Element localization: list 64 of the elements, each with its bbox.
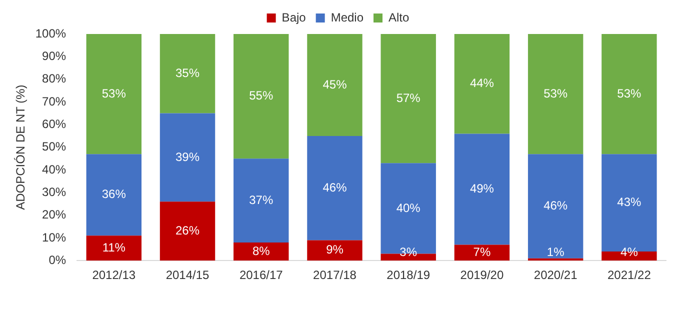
data-label: 53% <box>102 86 126 100</box>
data-label: 53% <box>617 86 642 100</box>
bar <box>234 158 289 242</box>
data-label: 40% <box>396 200 421 215</box>
data-label: 44% <box>470 76 494 90</box>
x-tick-label: 2018/19 <box>386 268 430 282</box>
bar <box>454 34 510 134</box>
bar <box>234 242 289 261</box>
bar <box>234 34 289 159</box>
data-label: 1% <box>546 244 565 259</box>
bar <box>160 113 216 202</box>
bar <box>307 136 362 240</box>
data-label: 11% <box>102 240 126 254</box>
data-label: 53% <box>544 86 568 100</box>
x-tick-label: 2014/15 <box>166 268 210 282</box>
y-tick-label: 10% <box>42 230 66 244</box>
x-tick-label: 2020/21 <box>534 268 578 282</box>
bar <box>86 154 142 236</box>
y-tick-label: 0% <box>48 252 66 267</box>
x-tick-label: 2016/17 <box>239 268 284 282</box>
legend-label: Alto <box>388 10 410 24</box>
y-tick-label: 90% <box>42 48 66 63</box>
y-tick-label: 50% <box>42 140 66 154</box>
bar <box>307 34 362 136</box>
data-label: 55% <box>249 88 274 103</box>
data-label: 36% <box>102 187 126 202</box>
data-label: 39% <box>175 150 200 164</box>
x-tick-label: 2017/18 <box>313 268 357 282</box>
legend-label: Medio <box>330 10 364 24</box>
bar <box>454 134 510 245</box>
bar <box>160 34 216 114</box>
x-tick-label: 2021/22 <box>608 268 652 282</box>
y-axis-title: ADOPCIÓN DE NT (%) <box>14 84 28 210</box>
data-label: 46% <box>544 198 568 213</box>
data-label: 26% <box>175 223 200 238</box>
x-tick-label: 2019/20 <box>460 268 504 282</box>
data-label: 49% <box>470 182 494 196</box>
data-label: 57% <box>396 90 421 105</box>
legend-label: Bajo <box>282 10 306 24</box>
data-label: 46% <box>322 180 348 194</box>
bar <box>86 34 142 154</box>
data-label: 45% <box>322 77 348 92</box>
y-tick-label: 60% <box>42 116 66 131</box>
bar <box>528 34 584 154</box>
y-tick-label: 80% <box>42 72 66 86</box>
y-tick-label: 40% <box>42 162 66 176</box>
y-tick-label: 100% <box>35 26 66 40</box>
bar <box>160 202 216 261</box>
x-tick-label: 2012/13 <box>92 268 136 282</box>
data-label: 9% <box>326 242 344 257</box>
bar <box>307 240 362 261</box>
data-label: 37% <box>249 192 274 207</box>
data-label: 8% <box>252 244 270 258</box>
y-tick-label: 70% <box>42 94 66 108</box>
bar <box>380 34 436 164</box>
data-label: 43% <box>617 195 642 210</box>
bar <box>602 34 657 154</box>
y-tick-label: 20% <box>42 208 66 222</box>
data-label: 7% <box>473 244 491 259</box>
y-tick-label: 30% <box>42 184 66 199</box>
bar <box>454 244 510 261</box>
bar <box>528 154 584 258</box>
data-label: 35% <box>175 66 200 80</box>
bar <box>86 236 142 261</box>
